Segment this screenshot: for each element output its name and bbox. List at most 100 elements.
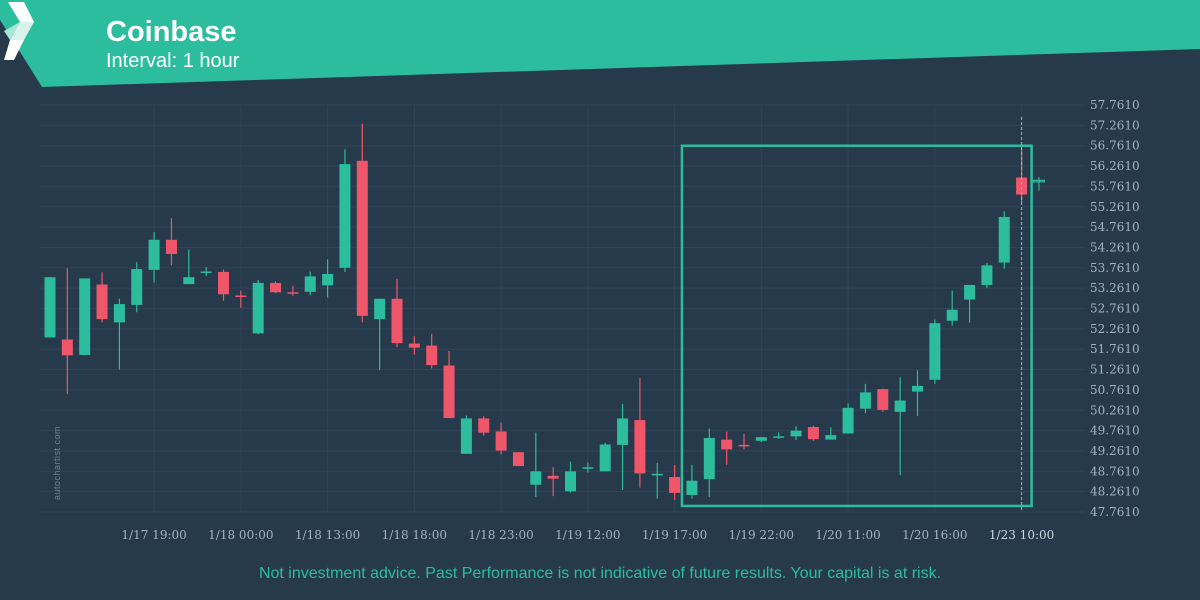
candle-body bbox=[894, 400, 906, 412]
candle-body bbox=[565, 471, 576, 492]
x-tick-label: 1/18 13:00 bbox=[295, 528, 360, 542]
candle bbox=[894, 377, 906, 476]
candle bbox=[651, 462, 663, 499]
candle-body bbox=[113, 304, 125, 323]
candle-body bbox=[686, 480, 698, 495]
candle-body bbox=[183, 277, 195, 285]
candle-body bbox=[218, 271, 229, 295]
candle-body bbox=[356, 160, 368, 316]
y-tick-label: 53.2610 bbox=[1090, 281, 1140, 295]
candle bbox=[807, 425, 819, 441]
candle bbox=[912, 370, 923, 416]
pattern-box bbox=[680, 144, 1033, 508]
y-tick-label: 56.7610 bbox=[1090, 139, 1140, 153]
candle-body bbox=[1016, 177, 1028, 195]
candle bbox=[721, 431, 733, 465]
candle-body bbox=[998, 216, 1010, 263]
candle bbox=[165, 218, 177, 266]
x-tick-label: 1/19 12:00 bbox=[555, 528, 620, 542]
candle-body bbox=[929, 323, 941, 380]
candle-body bbox=[408, 343, 420, 348]
candle-body bbox=[44, 277, 56, 338]
candle-body bbox=[599, 444, 611, 472]
candle bbox=[1032, 177, 1046, 191]
candle bbox=[842, 403, 854, 434]
y-tick-label: 55.2610 bbox=[1090, 200, 1140, 214]
x-tick-label: 1/19 17:00 bbox=[642, 528, 707, 542]
x-tick-label: 1/19 22:00 bbox=[729, 528, 794, 542]
candle bbox=[946, 290, 958, 326]
candle-body bbox=[512, 452, 524, 467]
y-tick-label: 51.2610 bbox=[1090, 363, 1140, 377]
candle-body bbox=[721, 439, 733, 450]
candle bbox=[512, 452, 524, 467]
candle-body bbox=[807, 426, 819, 440]
y-tick-label: 57.7610 bbox=[1090, 98, 1140, 112]
candle-body bbox=[842, 407, 854, 434]
candle bbox=[981, 262, 993, 289]
candle bbox=[703, 428, 715, 497]
candle-body bbox=[235, 295, 247, 298]
candle-body bbox=[61, 339, 73, 356]
candle bbox=[235, 290, 247, 308]
y-tick-label: 52.2610 bbox=[1090, 322, 1140, 336]
candle bbox=[96, 272, 108, 323]
x-tick-label: 1/23 10:00 bbox=[989, 528, 1054, 542]
candle-body bbox=[773, 436, 785, 438]
candle-body bbox=[165, 239, 177, 255]
candle-body bbox=[703, 437, 715, 480]
y-tick-label: 49.7610 bbox=[1090, 424, 1140, 438]
candle-body bbox=[582, 467, 594, 469]
candle-body bbox=[391, 298, 403, 344]
candle-body bbox=[1032, 179, 1046, 183]
x-tick-label: 1/18 00:00 bbox=[208, 528, 273, 542]
candle-body bbox=[200, 271, 212, 274]
candle-body bbox=[460, 418, 472, 454]
candle bbox=[669, 464, 681, 500]
candle-body bbox=[859, 392, 871, 409]
candle bbox=[790, 426, 802, 441]
y-tick-label: 52.7610 bbox=[1090, 302, 1140, 316]
candle bbox=[339, 149, 351, 272]
candle-body bbox=[478, 418, 490, 433]
y-tick-label: 50.2610 bbox=[1090, 403, 1140, 417]
y-tick-label: 48.2610 bbox=[1090, 485, 1140, 499]
candle-body bbox=[79, 278, 91, 355]
candle-body bbox=[738, 444, 750, 447]
candle bbox=[617, 403, 629, 491]
y-tick-label: 57.2610 bbox=[1090, 118, 1140, 132]
y-tick-label: 53.7610 bbox=[1090, 261, 1140, 275]
disclaimer: Not investment advice. Past Performance … bbox=[258, 565, 942, 582]
y-tick-label: 48.7610 bbox=[1090, 464, 1140, 478]
y-axis: 57.7610 57.2610 56.7610 56.2610 55.7610 55.26… bbox=[1090, 98, 1140, 519]
y-tick-label: 49.2610 bbox=[1090, 444, 1140, 458]
candle-body bbox=[946, 309, 958, 321]
candle bbox=[530, 432, 542, 497]
candles bbox=[44, 123, 1046, 500]
candle bbox=[460, 415, 472, 454]
candle-body bbox=[339, 164, 351, 268]
x-tick-label: 1/18 18:00 bbox=[382, 528, 447, 542]
candle-body bbox=[322, 273, 334, 286]
candle bbox=[44, 277, 56, 338]
candle-body bbox=[825, 435, 837, 440]
candle-body bbox=[669, 477, 681, 493]
candle bbox=[478, 416, 490, 436]
candle-body bbox=[964, 284, 976, 300]
candle bbox=[374, 298, 386, 370]
candle bbox=[998, 211, 1010, 269]
header-banner: Coinbase Interval: 1 hour bbox=[0, 0, 1200, 90]
candle bbox=[599, 442, 611, 472]
candle-body bbox=[443, 365, 455, 419]
candle-body bbox=[252, 282, 264, 334]
candle-body bbox=[634, 420, 646, 474]
candle bbox=[755, 437, 767, 443]
candle-body bbox=[287, 292, 299, 294]
candle bbox=[287, 285, 299, 296]
y-tick-label: 56.2610 bbox=[1090, 159, 1140, 173]
y-tick-label: 51.7610 bbox=[1090, 342, 1140, 356]
candle bbox=[634, 378, 646, 488]
candle bbox=[61, 268, 73, 395]
candle bbox=[859, 383, 871, 414]
candle bbox=[877, 388, 889, 412]
